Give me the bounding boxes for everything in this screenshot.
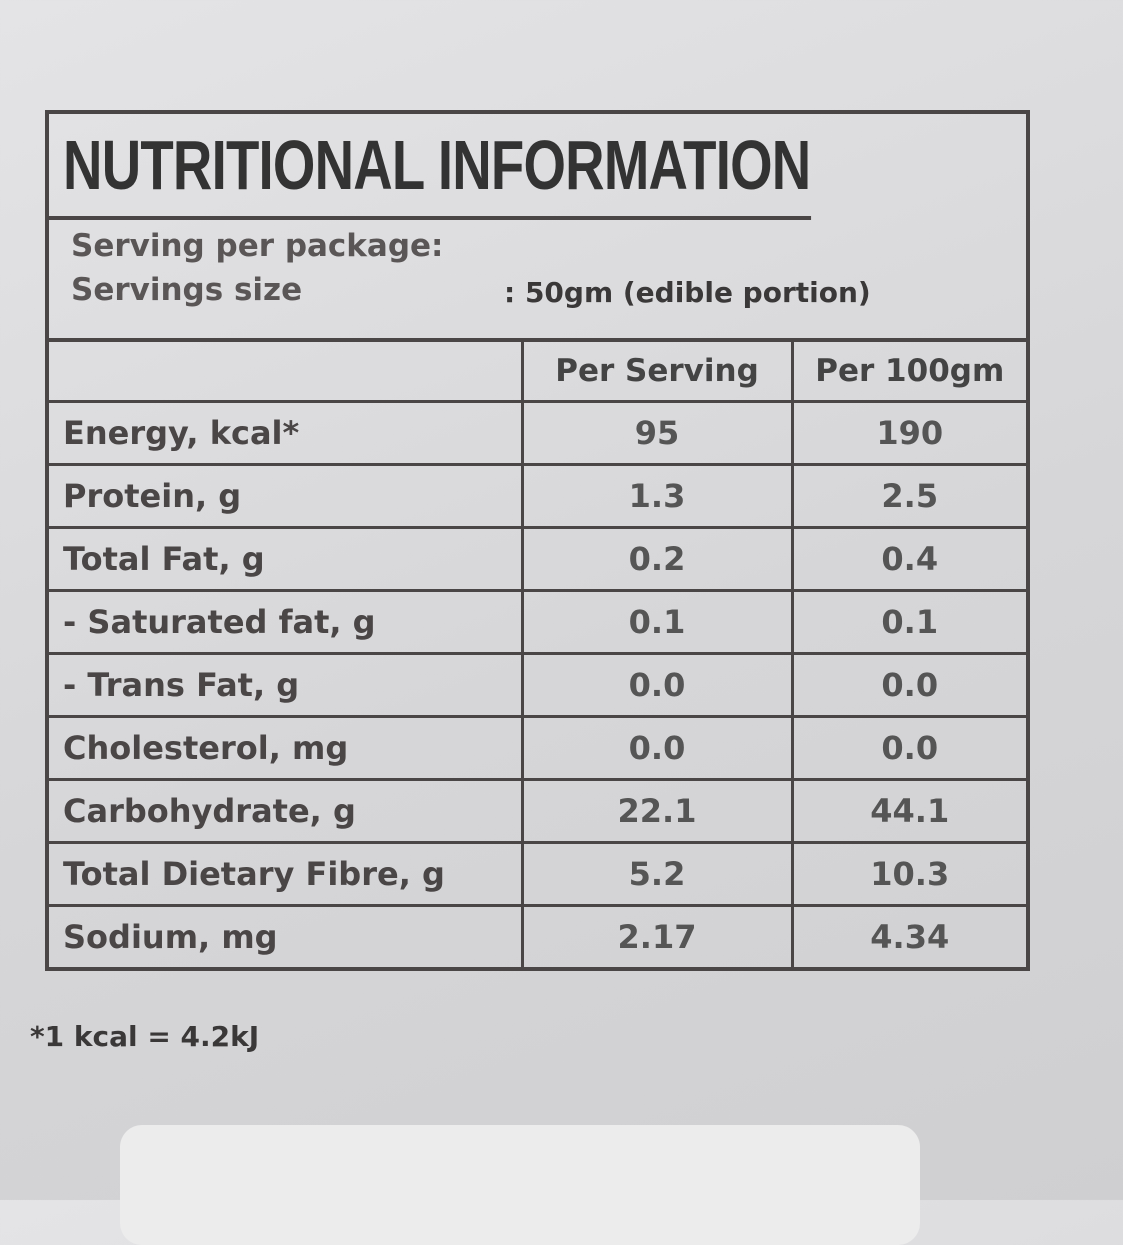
nutrition-table: NUTRITIONAL INFORMATION Serving per pack… xyxy=(45,110,1030,971)
nutrient-name: Total Fat, g xyxy=(49,526,524,592)
nutrient-name: - Saturated fat, g xyxy=(49,589,524,655)
nutrient-row: - Trans Fat, g 0.0 0.0 xyxy=(49,652,1026,718)
sticker xyxy=(120,1125,920,1245)
column-header: Per 100gm xyxy=(790,342,1026,403)
nutrient-value: 2.5 xyxy=(790,463,1026,529)
nutrient-name: - Trans Fat, g xyxy=(49,652,524,718)
nutrient-row: Cholesterol, mg 0.0 0.0 xyxy=(49,715,1026,781)
nutrient-value: 4.34 xyxy=(790,904,1026,967)
nutrient-value: 44.1 xyxy=(790,778,1026,844)
nutrient-value: 1.3 xyxy=(520,463,794,529)
nutrient-value: 0.0 xyxy=(790,715,1026,781)
nutrient-row: Total Fat, g 0.2 0.4 xyxy=(49,526,1026,592)
nutrient-value: 95 xyxy=(520,400,794,466)
nutrient-row: Carbohydrate, g 22.1 44.1 xyxy=(49,778,1026,844)
nutrient-row: Energy, kcal* 95 190 xyxy=(49,400,1026,466)
nutrient-name: Carbohydrate, g xyxy=(49,778,524,844)
nutrient-name: Cholesterol, mg xyxy=(49,715,524,781)
serving-size-label: Servings size xyxy=(71,272,303,308)
nutrient-value: 0.4 xyxy=(790,526,1026,592)
nutrient-name: Protein, g xyxy=(49,463,524,529)
nutrient-name: Sodium, mg xyxy=(49,904,524,967)
serving-size-value: : 50gm (edible portion) xyxy=(504,276,871,309)
footnote: *1 kcal = 4.2kJ xyxy=(30,1020,260,1053)
column-header: Per Serving xyxy=(520,342,794,403)
nutrient-value: 0.1 xyxy=(520,589,794,655)
nutrient-name: Energy, kcal* xyxy=(49,400,524,466)
nutrient-value: 22.1 xyxy=(520,778,794,844)
header-blank xyxy=(49,342,524,403)
nutrient-value: 0.2 xyxy=(520,526,794,592)
title: NUTRITIONAL INFORMATION xyxy=(49,114,811,220)
nutrient-row: Sodium, mg 2.17 4.34 xyxy=(49,904,1026,967)
serving-per-package: Serving per package: xyxy=(71,228,444,264)
nutrient-value: 2.17 xyxy=(520,904,794,967)
nutrient-row: Total Dietary Fibre, g 5.2 10.3 xyxy=(49,841,1026,907)
serving-info: Serving per package: Servings size : 50g… xyxy=(49,220,1026,342)
nutrient-value: 0.1 xyxy=(790,589,1026,655)
nutrient-row: - Saturated fat, g 0.1 0.1 xyxy=(49,589,1026,655)
nutrient-value: 10.3 xyxy=(790,841,1026,907)
nutrient-value: 190 xyxy=(790,400,1026,466)
nutrient-value: 5.2 xyxy=(520,841,794,907)
header-row: Per Serving Per 100gm xyxy=(49,342,1026,403)
nutrient-value: 0.0 xyxy=(520,715,794,781)
nutrient-value: 0.0 xyxy=(520,652,794,718)
nutrient-grid: Per Serving Per 100gm Energy, kcal* 95 190 Pr… xyxy=(49,342,1026,967)
nutrient-value: 0.0 xyxy=(790,652,1026,718)
nutrient-row: Protein, g 1.3 2.5 xyxy=(49,463,1026,529)
nutrient-name: Total Dietary Fibre, g xyxy=(49,841,524,907)
